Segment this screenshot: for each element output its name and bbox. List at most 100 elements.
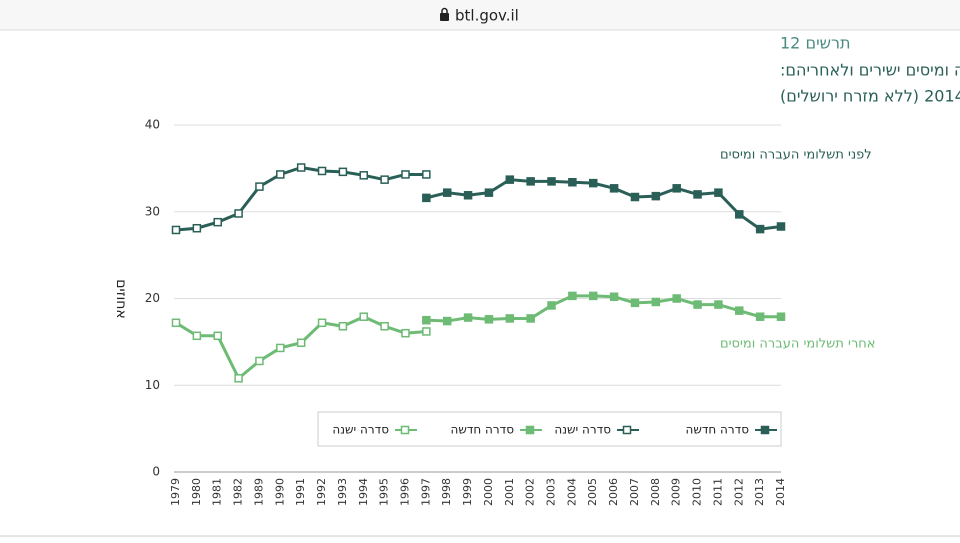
x-tick-label: 1999 [461, 478, 474, 506]
x-tick-label: 2000 [482, 478, 495, 506]
data-point [547, 177, 556, 186]
x-tick-label: 2014 [774, 478, 787, 506]
data-point [484, 188, 494, 197]
x-tick-label: 1995 [378, 478, 391, 506]
data-point [672, 294, 681, 303]
x-tick-label: 2011 [711, 478, 724, 506]
data-point [693, 190, 702, 199]
data-point [234, 374, 243, 383]
x-tick-label: 2006 [607, 478, 620, 506]
data-point [296, 163, 306, 172]
address-bar [0, 0, 960, 30]
annotation: לפני תשלומי העברה ומיסים [720, 148, 872, 163]
data-point [755, 224, 765, 234]
legend-marker [400, 425, 410, 435]
data-point [171, 225, 181, 235]
chart-label: תרשים 12 [780, 34, 851, 53]
data-point [609, 184, 619, 193]
x-tick-label: 2010 [691, 478, 704, 506]
data-point [317, 318, 327, 328]
data-point [735, 210, 744, 219]
x-tick-label: 1989 [252, 478, 265, 506]
data-point [213, 217, 222, 227]
data-point [255, 182, 264, 191]
data-point [276, 343, 285, 353]
data-point [401, 328, 410, 338]
data-point [588, 178, 598, 188]
y-axis-label: אחוזים [113, 279, 129, 319]
data-point [317, 166, 327, 176]
data-point [401, 170, 410, 179]
annotation: אחרי תשלומי העברה ומיסים [720, 337, 875, 352]
data-point [276, 170, 285, 179]
series-line [425, 178, 782, 231]
legend-marker [525, 425, 535, 435]
data-point [213, 331, 222, 341]
data-point [422, 170, 431, 179]
data-point [776, 312, 786, 321]
data-point [547, 301, 556, 310]
x-tick-label: 2003 [545, 478, 558, 506]
x-tick-label: 1981 [211, 478, 224, 506]
x-tick-label: 2002 [524, 478, 537, 506]
data-point [484, 315, 494, 324]
data-point [359, 171, 369, 180]
data-point [442, 188, 452, 197]
data-point [255, 356, 264, 366]
x-tick-label: 2004 [565, 478, 578, 506]
data-point [463, 313, 473, 322]
data-point [651, 297, 661, 307]
data-point [505, 175, 515, 184]
data-point [651, 191, 661, 201]
data-point [296, 338, 306, 347]
y-tick-label: 0 [152, 465, 160, 479]
x-tick-label: 1991 [294, 478, 307, 506]
data-point [526, 314, 535, 323]
x-tick-label: 2013 [753, 478, 766, 506]
legend-marker [760, 425, 770, 435]
x-tick-label: 1993 [336, 478, 349, 506]
data-point [755, 312, 765, 321]
data-point [442, 316, 452, 326]
series-line [426, 294, 781, 323]
y-tick-label: 20 [145, 291, 160, 305]
data-point [630, 298, 640, 308]
legend-label: סדרה חדשה [451, 423, 515, 437]
data-point [192, 223, 202, 233]
data-point [234, 209, 243, 218]
data-point [735, 306, 744, 315]
x-tick-label: 1982 [232, 478, 245, 506]
x-tick-label: 1992 [315, 478, 328, 506]
x-tick-label: 1979 [169, 478, 182, 506]
data-point [380, 322, 389, 331]
x-tick-label: 2007 [628, 478, 641, 506]
data-point [630, 192, 640, 202]
data-point [192, 331, 202, 341]
data-point [714, 300, 723, 309]
y-tick-label: 40 [145, 118, 160, 132]
data-point [588, 291, 598, 301]
url[interactable]: btl.gov.il [455, 7, 519, 25]
x-tick-label: 1980 [190, 478, 203, 506]
x-tick-label: 2012 [732, 478, 745, 506]
x-tick-label: 2009 [670, 478, 683, 506]
data-point [422, 193, 431, 203]
lock-icon [440, 7, 449, 21]
data-point [568, 291, 577, 301]
data-point [776, 222, 786, 231]
legend-label: סדרה חדשה [686, 423, 750, 437]
data-point [422, 315, 431, 325]
data-point [526, 177, 535, 186]
data-point [422, 327, 431, 336]
data-point [463, 191, 473, 200]
data-point [338, 167, 348, 177]
data-point [171, 318, 181, 328]
data-point [338, 322, 348, 331]
chart-title: תחולת עוני בכלל האוכלוסייה, לפני תשלומי … [780, 61, 960, 80]
data-point [609, 292, 619, 302]
data-point [672, 184, 681, 193]
x-tick-label: 2001 [503, 478, 516, 506]
data-point [693, 300, 702, 309]
chart-subtitle: משפחות (אחוזים), 1979–2014 (ללא מזרח ירו… [780, 87, 960, 106]
x-tick-label: 2005 [586, 478, 599, 506]
